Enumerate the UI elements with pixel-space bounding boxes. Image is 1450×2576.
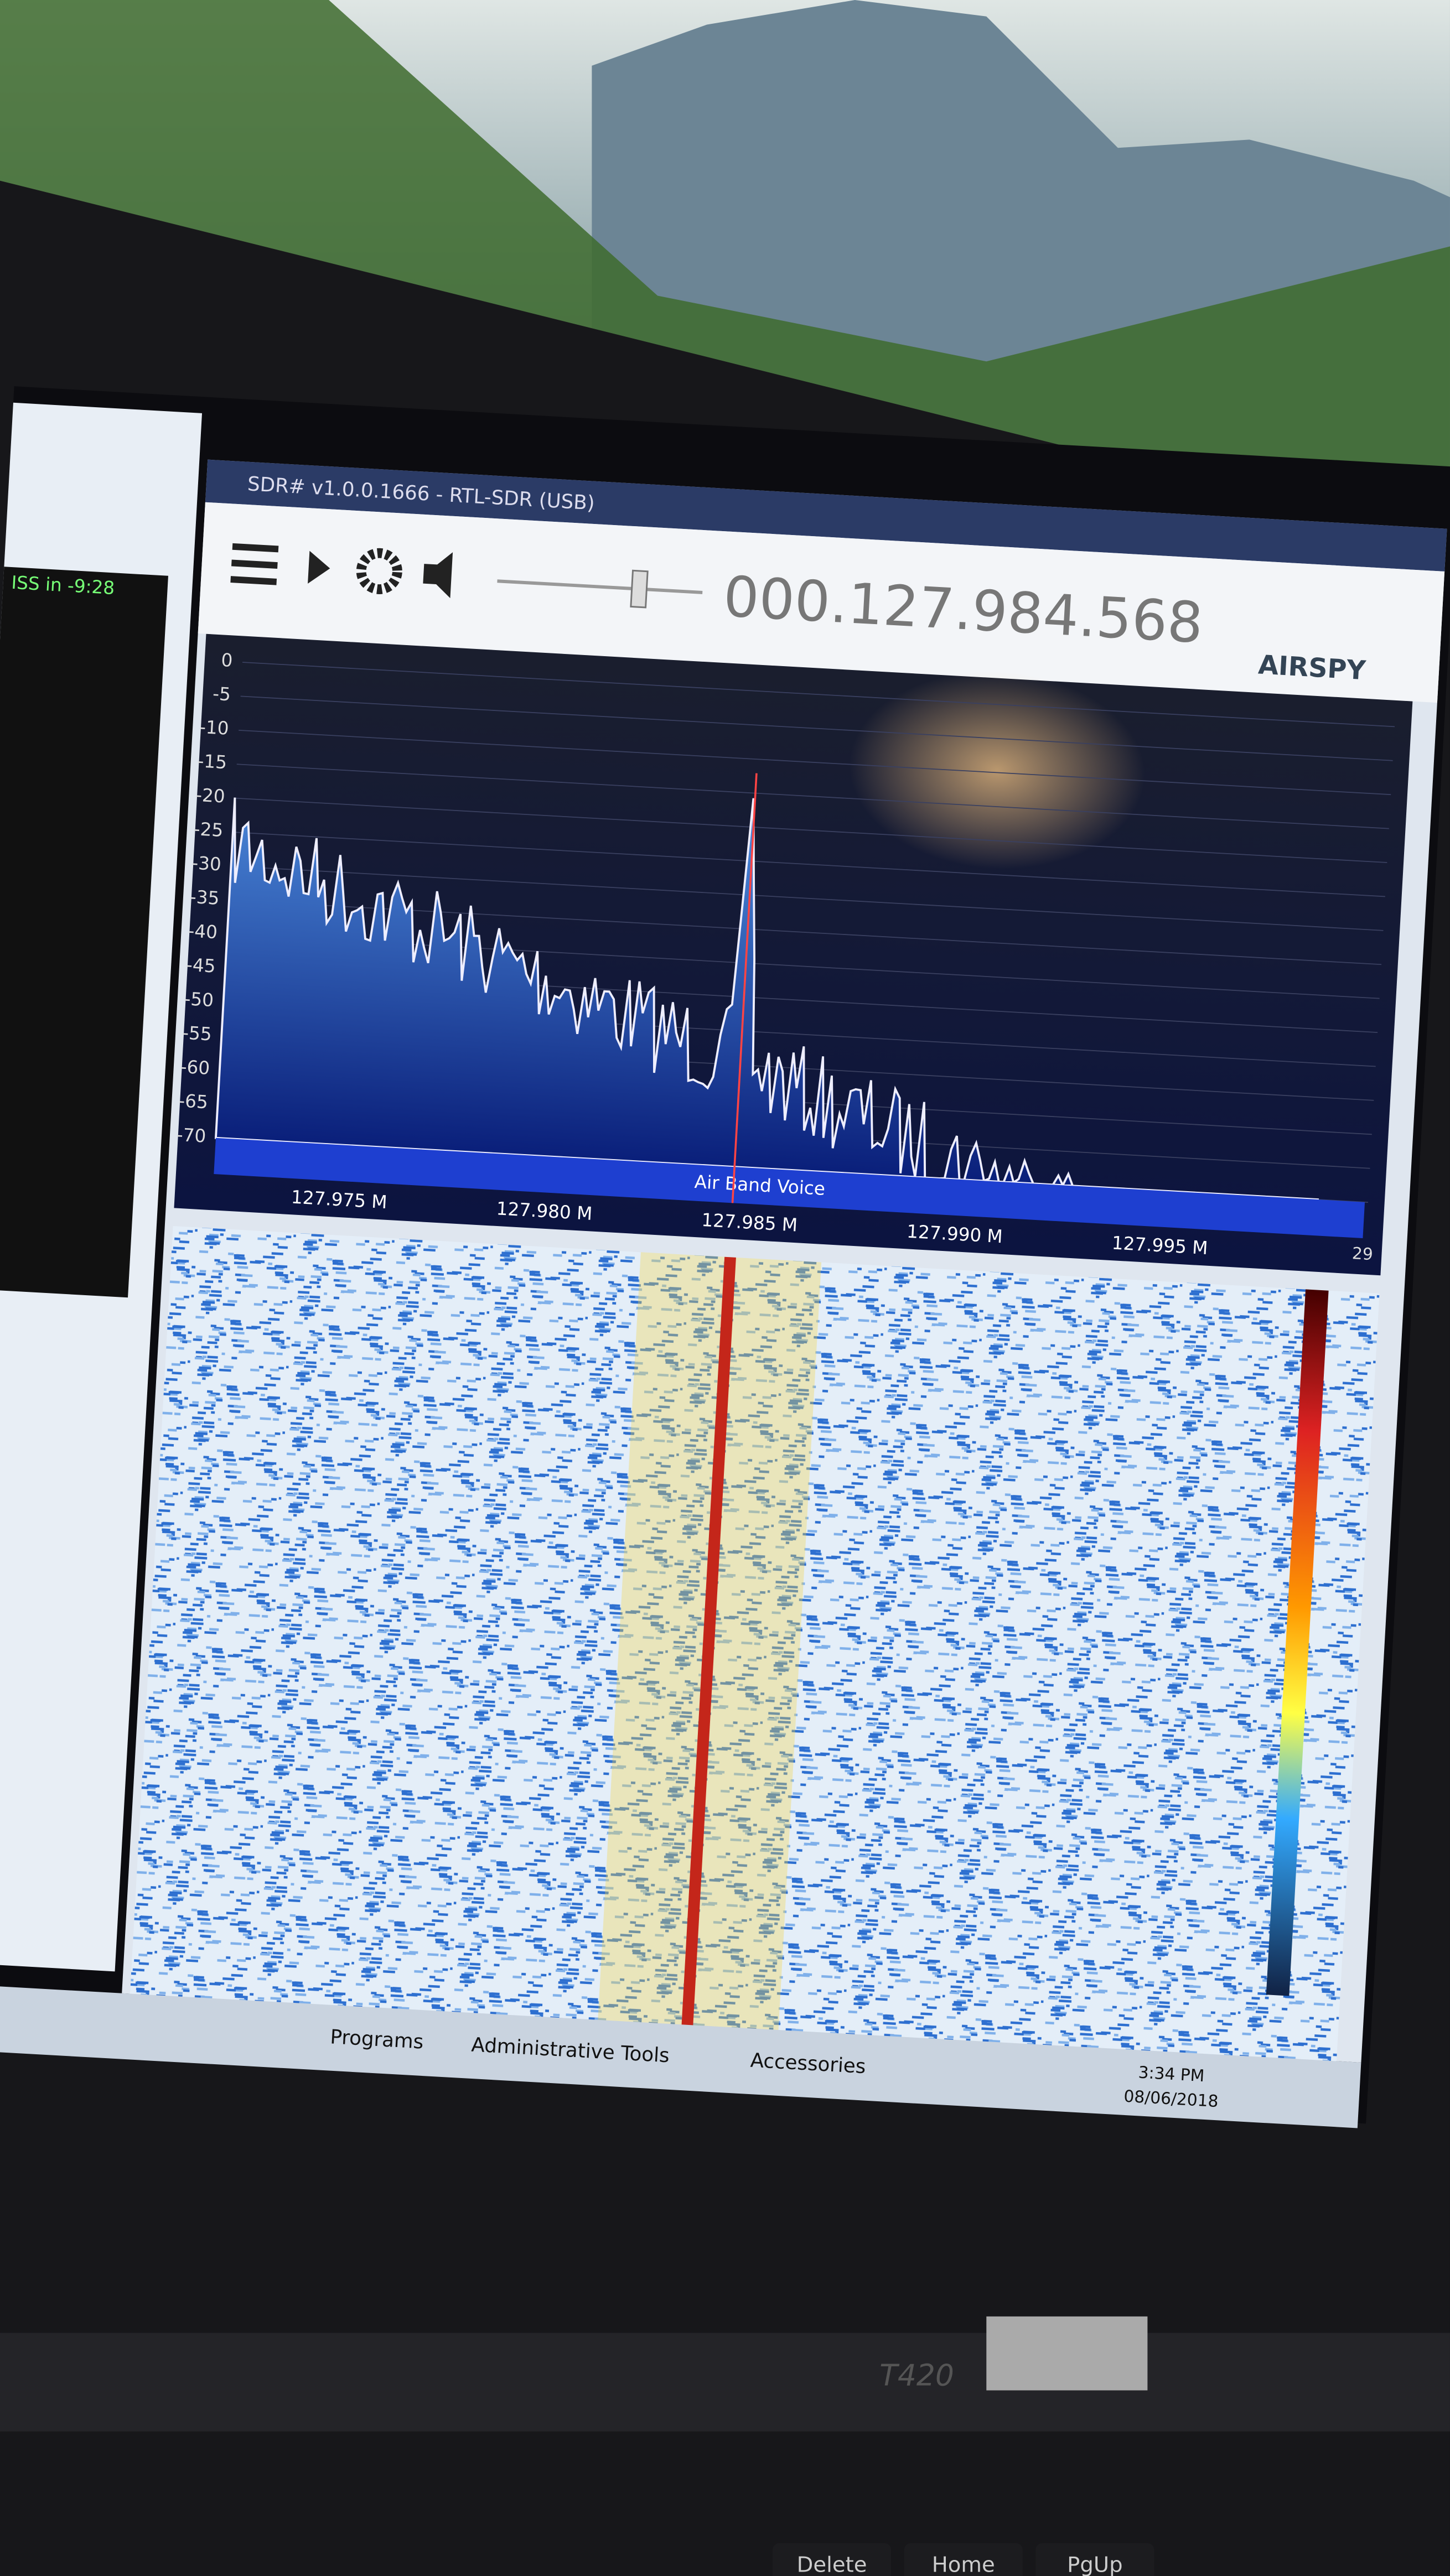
keyboard: Delete Home PgUp (773, 2543, 1154, 2576)
logo: AIRSPY (1257, 650, 1367, 686)
hinge (0, 2333, 1450, 2432)
color-bar (1266, 1289, 1329, 1996)
key[interactable] (773, 2543, 892, 2576)
grid-line (231, 865, 1384, 931)
title-bar (205, 459, 1447, 572)
glare (849, 671, 1145, 869)
y-label: -40 (188, 920, 218, 943)
volume-slider[interactable] (497, 579, 703, 594)
side-map (0, 567, 168, 1298)
volume-button[interactable] (422, 550, 453, 599)
latch (986, 2316, 1148, 2391)
key-label: Delete (797, 2553, 867, 2576)
y-label: -5 (212, 683, 231, 705)
grid-line (240, 695, 1393, 761)
grid-line (236, 764, 1389, 829)
y-label: -20 (195, 785, 225, 807)
y-label: -35 (189, 886, 220, 909)
clock-time: 3:34 PM (1138, 2063, 1205, 2086)
y-label: 0 (221, 650, 234, 671)
key-label: PgUp (1067, 2553, 1123, 2576)
y-label: -50 (184, 988, 214, 1011)
settings-button[interactable] (356, 548, 402, 594)
y-label: -10 (199, 716, 229, 739)
key[interactable] (1035, 2543, 1154, 2576)
x-label: 127.975 M (291, 1187, 387, 1213)
taskbar (0, 1982, 1361, 2128)
spectrum: 0 -5 -10 -15 -20 -25 -30 -35 -40 -45 -50 -55 -60 -65 -… (176, 650, 1395, 1264)
grid-line (232, 832, 1385, 897)
y-label: -30 (191, 853, 221, 875)
waterfall (130, 1226, 1380, 2065)
grid-line (239, 729, 1391, 796)
screen: ISS in -9:28 SDR# v1.0.0.1666 - RTL-SDR … (0, 386, 1450, 2128)
y-label: -15 (197, 750, 227, 773)
y-label: -25 (193, 818, 224, 841)
slider-thumb[interactable] (630, 569, 649, 609)
y-label: -55 (182, 1022, 212, 1045)
menu-button[interactable] (230, 543, 279, 585)
zoom-label: 29 (1351, 1244, 1374, 1264)
x-label: 127.990 M (906, 1221, 1003, 1248)
grid-line (242, 662, 1395, 728)
play-button[interactable] (308, 550, 331, 585)
key[interactable] (904, 2543, 1023, 2576)
signal-line (681, 1256, 736, 2029)
taskbar-item[interactable]: Programs (329, 2026, 424, 2053)
y-label: -70 (176, 1124, 206, 1147)
band-strip (214, 1138, 1365, 1239)
grid-line (229, 900, 1382, 965)
y-label: -65 (178, 1090, 208, 1113)
tuning-line (731, 773, 758, 1203)
toolbar (198, 502, 1445, 703)
x-label: 127.980 M (496, 1198, 593, 1224)
key-label: Home (932, 2553, 995, 2576)
y-label: -60 (180, 1056, 210, 1079)
y-label: -45 (185, 954, 216, 977)
grid-line (235, 797, 1387, 863)
model-badge: T420 (879, 2357, 954, 2392)
